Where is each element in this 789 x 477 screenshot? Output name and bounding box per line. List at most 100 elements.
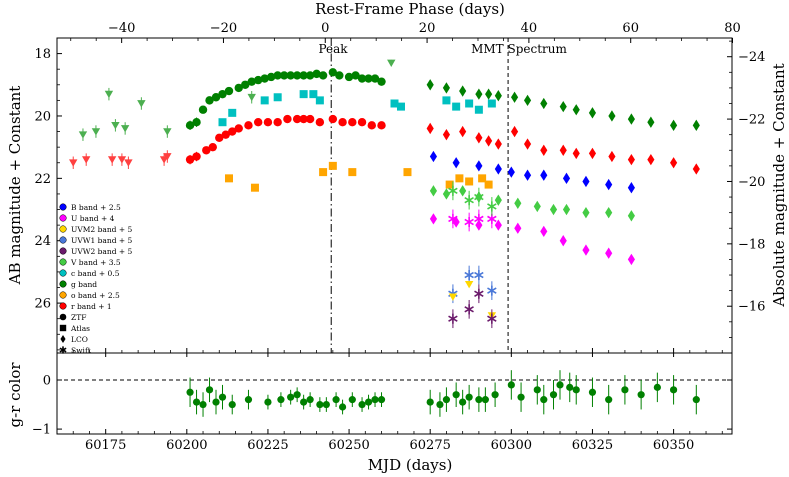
data-point-g-band-lco [692,119,700,131]
data-point-r-band-1-lco [494,138,502,150]
data-point-uvm2-band-5-swift [464,281,474,289]
data-point-g-band-lco [627,113,635,125]
legend-swatch [60,334,66,344]
reference-lines [57,38,732,381]
color-point [475,396,483,404]
color-point [377,396,386,404]
color-point [186,388,194,396]
data-point-o-band-2-5-atlas [445,180,454,189]
data-point-u-band-4-lco [582,244,590,256]
data-point-r-band-1-lco [692,163,700,175]
data-point-uvm2-band-5-swift [448,293,458,301]
data-point-g-band-ztf [273,71,282,80]
color-point [588,388,597,396]
y-tick-label: 26 [34,297,51,312]
data-point-g-band-ztf [192,118,201,127]
color-point [549,391,558,399]
data-point-g-band-ztf [351,71,360,80]
color-point [277,396,285,404]
color-panel-frame [56,352,733,435]
data-point-g-band-ztf [254,75,263,85]
data-point-v-band-3-5-lco [582,206,590,219]
data-point-g-band-atlas [91,128,101,136]
right-tick-label: −18 [738,237,765,252]
legend-label: UVW1 band + 5 [71,236,133,245]
color-point [371,396,379,404]
legend-swatch [59,203,67,211]
data-point-r-band-1-ztf [215,133,224,143]
data-point-g-band-atlas [137,100,146,108]
data-point-v-band-3-5-swift [448,185,458,196]
right-axis-title: Absolute magnitude + Constant [770,63,788,307]
data-point-v-band-3-5-lco [549,203,558,216]
data-point-r-band-1-ztf [234,124,243,133]
top-tick-label: 20 [419,21,436,36]
data-point-v-band-3-5-swift [464,195,474,206]
data-point-o-band-2-5-atlas [478,174,487,183]
data-point-b-band-2-5-lco [429,150,438,163]
data-point-v-band-3-5-lco [605,206,613,219]
data-point-o-band-2-5-atlas [465,177,474,186]
legend-label: UVW2 band + 5 [71,247,133,256]
data-point-c-band-0-5-atlas [390,99,399,108]
data-point-v-band-3-5-swift [487,201,497,212]
data-point-b-band-2-5-lco [475,160,483,172]
color-point [212,398,220,406]
x-tick-label: 60275 [410,438,451,453]
data-point-g-band-ztf [260,74,269,83]
legend-label: ZTF [71,313,86,322]
data-point-r-band-1-ztf [263,118,273,127]
x-tick-label: 60250 [328,438,369,453]
data-point-u-band-4-lco [559,235,567,247]
data-point-g-band-lco [511,91,519,103]
data-point-u-band-4-lco [540,225,548,238]
color-point [338,403,347,411]
color-point [540,396,548,404]
color-plot-points [186,370,700,417]
data-point-g-band-ztf [312,69,321,79]
top-tick-label: 60 [622,21,639,36]
data-point-g-band-ztf [299,71,308,80]
data-point-c-band-0-5-atlas [396,102,405,111]
color-point [300,398,308,406]
data-point-g-band-ztf [344,72,354,82]
data-point-r-band-1-lco [442,129,450,141]
data-point-b-band-2-5-lco [540,169,548,181]
data-point-g-band-lco [442,82,450,94]
data-point-r-band-1-lco [588,147,597,160]
data-point-b-band-2-5-lco [627,182,635,194]
y-tick-label: 20 [34,109,51,124]
legend-swatch [59,214,67,222]
right-tick-label: −16 [738,300,765,315]
data-point-r-band-1-lco [627,153,635,166]
data-point-uvw1-band-5-swift [487,285,497,296]
data-point-g-band-ztf [218,89,227,99]
data-point-b-band-2-5-lco [523,169,532,181]
y-tick-label: 22 [34,172,51,187]
data-point-u-band-4-lco [627,253,635,266]
data-point-r-band-1-lco [647,153,655,166]
data-point-r-band-1-ztf [348,118,357,127]
data-point-v-band-3-5-lco [494,194,502,206]
data-point-r-band-1-atlas [69,159,78,167]
data-point-c-band-0-5-atlas [315,96,324,105]
data-point-r-band-1-ztf [202,146,211,155]
data-point-c-band-0-5-atlas [273,93,282,102]
data-point-uvw2-band-5-swift [448,313,458,324]
data-point-g-band-lco [647,116,655,128]
data-point-r-band-1-lco [559,144,567,156]
color-y-tick-label: −1 [32,423,51,438]
legend-label: o band + 2.5 [71,291,120,300]
data-point-g-band-lco [426,79,434,91]
legend-label: UVM2 band + 5 [71,225,133,234]
right-tick-label: −24 [738,50,765,65]
data-point-r-band-1-atlas [163,153,172,161]
data-point-b-band-2-5-lco [582,175,590,188]
data-point-v-band-3-5-lco [442,188,450,200]
data-point-r-band-1-ztf [192,152,201,161]
data-point-v-band-3-5-lco [459,185,467,197]
legend-label: LCO [71,335,88,344]
y-tick-label: 24 [34,234,51,249]
legend-label: Swift [71,346,91,355]
